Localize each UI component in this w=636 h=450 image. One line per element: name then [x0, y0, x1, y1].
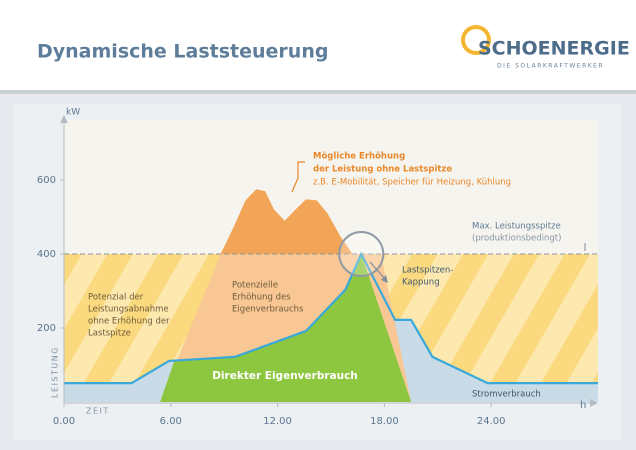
- logo-tagline: DIE SOLARKRAFTWERKER: [497, 63, 604, 70]
- chart: Max. Leistungsspitze (produktionsbedingt)…: [37, 108, 598, 427]
- annotation: der Leistung ohne Lastspitze: [313, 165, 452, 175]
- annotation: z.B. E-Mobilität, Speicher für Heizung, …: [313, 178, 511, 188]
- annotation: Kappung: [402, 278, 440, 288]
- annotation: Potenzielle: [232, 281, 278, 291]
- peak-arrowhead: [381, 275, 388, 283]
- x-tick-label: 12.00: [263, 416, 292, 427]
- consumption-line: [64, 251, 598, 385]
- logo-sun: [461, 25, 491, 55]
- header-bg: [0, 0, 636, 90]
- annotation: Lastspitze: [88, 329, 131, 339]
- annotation: ohne Erhöhung der: [88, 317, 170, 327]
- area: [160, 254, 412, 402]
- max-line-note: (produktionsbedingt): [472, 234, 561, 244]
- x-axis-title: ZEIT: [86, 407, 110, 416]
- y-arrow: [60, 115, 68, 123]
- x-unit: h: [580, 400, 586, 411]
- annotation-connector: [291, 161, 305, 193]
- x-tick-label: 6.00: [160, 416, 182, 427]
- y-axis-title: LEISTUNG: [51, 346, 60, 398]
- y-tick-label: 400: [37, 249, 56, 260]
- y-label: kW: [66, 108, 80, 118]
- header-rule: [0, 90, 636, 94]
- x-arrow: [590, 399, 598, 407]
- annotation: Eigenverbrauchs: [232, 305, 304, 315]
- annotation: Leistungsabnahme: [88, 305, 169, 315]
- annotation: Lastspitzen-: [402, 266, 453, 276]
- x-tick-label: 18.00: [370, 416, 399, 427]
- x-tick-label: 0.00: [53, 416, 75, 427]
- series-label: Direkter Eigenverbrauch: [212, 370, 358, 382]
- title: Dynamische Laststeuerung: [37, 41, 328, 63]
- annotation: Potenzial der: [88, 293, 144, 303]
- y-tick-label: 600: [37, 175, 56, 186]
- logo: SCHOENERGIE DIE SOLARKRAFTWERKER: [461, 25, 630, 70]
- x-tick-label: 24.00: [477, 416, 506, 427]
- y-tick-label: 200: [37, 323, 56, 334]
- logo-text: SCHOENERGIE: [478, 38, 630, 60]
- series-label: Stromverbrauch: [472, 390, 541, 400]
- annotation: Mögliche Erhöhung: [313, 152, 405, 162]
- area: [220, 189, 353, 254]
- annotation: Erhöhung des: [232, 293, 291, 303]
- peak-arrow: [369, 261, 387, 281]
- max-line-label: Max. Leistungsspitze: [472, 222, 561, 232]
